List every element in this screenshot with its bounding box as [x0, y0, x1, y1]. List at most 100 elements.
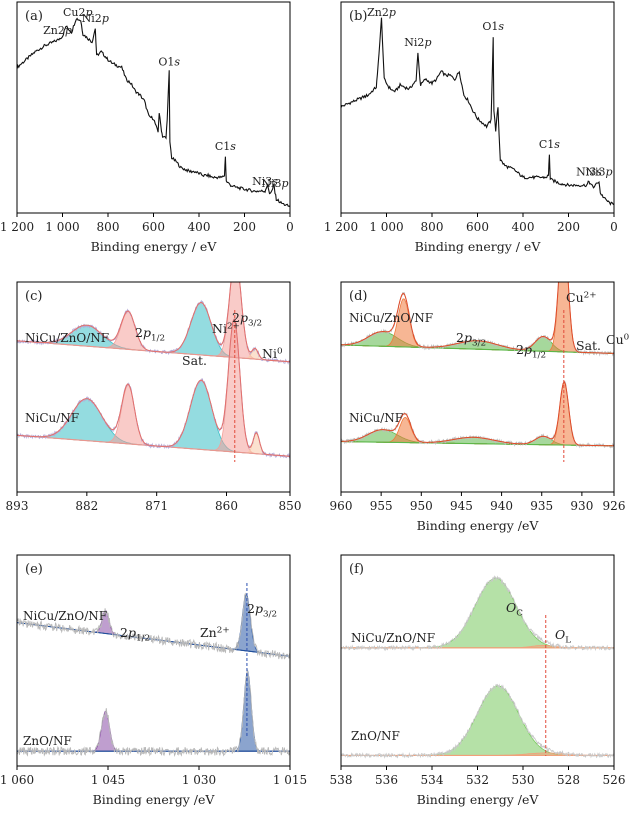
x-tick-label: 945 — [450, 499, 473, 513]
survey-spectrum — [341, 17, 614, 206]
series-znonf — [17, 668, 290, 758]
panel-label: (a) — [25, 9, 43, 24]
peak-label: 2p3/2 — [456, 330, 486, 349]
panel-c: 893 882 871 860 850 (c) NiCu/ZnO/NF NiCu/NF 2p1/… — [6, 281, 302, 513]
peak-annotation: C1s — [215, 140, 236, 153]
x-tick-label: 926 — [603, 499, 626, 513]
panel-f: 538 536 534 532 530 528 526 Binding energy /eV (… — [330, 554, 626, 807]
x-tick-label: 800 — [421, 220, 444, 234]
x-tick-label: 528 — [557, 773, 580, 787]
sample-label: ZnO/NF — [351, 729, 400, 743]
panel-b: 1 200 1 000 800 600 400 200 0 Binding energy / … — [324, 1, 618, 254]
raw-spectrum — [341, 575, 614, 652]
peak-label: OL — [555, 627, 571, 646]
peak-annotation: C1s — [539, 138, 560, 151]
x-tick-label: 526 — [603, 773, 626, 787]
component-peak — [341, 685, 614, 756]
peak-label: Sat. — [182, 353, 207, 368]
fit-envelope — [17, 282, 290, 363]
x-tick-label: 400 — [188, 220, 211, 234]
x-axis-label: Binding energy /eV — [417, 518, 540, 533]
x-tick-label: 1 200 — [324, 220, 358, 234]
panel-label: (d) — [349, 289, 367, 304]
series-nicuznonf — [341, 282, 614, 357]
survey-spectrum — [17, 17, 290, 208]
x-tick-label: 1 045 — [91, 773, 125, 787]
axes-frame — [340, 281, 615, 493]
x-tick-label: 0 — [610, 220, 618, 234]
peak-annotation: Ni3p — [585, 165, 612, 178]
plot-area — [341, 17, 614, 206]
peak-label: Cu0 — [606, 332, 629, 347]
sample-label: NiCu/ZnO/NF — [351, 631, 435, 645]
x-tick-label: 1 060 — [0, 773, 34, 787]
peak-annotation: O1s — [482, 20, 504, 33]
panel-label: (c) — [25, 289, 42, 304]
x-tick-label: 850 — [279, 499, 302, 513]
raw-spectrum — [17, 282, 290, 365]
panel-label: (f) — [349, 562, 364, 577]
x-tick-label: 935 — [530, 499, 553, 513]
x-tick-label: 530 — [512, 773, 535, 787]
x-tick-label: 534 — [421, 773, 444, 787]
x-tick-label: 800 — [97, 220, 120, 234]
series-znonf — [341, 683, 614, 759]
peak-annotation: O1s — [158, 55, 180, 68]
fit-envelope — [17, 317, 290, 457]
x-tick-label: 400 — [512, 220, 535, 234]
x-tick-label: 1 000 — [45, 220, 79, 234]
x-tick-label: 1 200 — [0, 220, 34, 234]
x-tick-label: 930 — [570, 499, 593, 513]
peak-label: Ni2+ — [212, 321, 240, 336]
plot-area — [17, 17, 290, 208]
plot-area — [341, 575, 614, 759]
peak-label: 2p1/2 — [516, 342, 546, 361]
x-tick-label: 860 — [215, 499, 238, 513]
axes-frame — [16, 281, 291, 493]
x-tick-label: 200 — [557, 220, 580, 234]
x-tick-label: 532 — [466, 773, 489, 787]
x-tick-label: 600 — [466, 220, 489, 234]
peak-label: Ni0 — [262, 346, 283, 361]
panel-d: 960 955 950 945 940 935 930 926 Binding energy /… — [330, 281, 629, 533]
peak-label: 2p3/2 — [232, 310, 262, 329]
x-axis-label: Binding energy / eV — [91, 239, 218, 254]
x-tick-label: 871 — [145, 499, 168, 513]
x-tick-label: 960 — [330, 499, 353, 513]
x-tick-label: 955 — [370, 499, 393, 513]
panel-label: (e) — [25, 562, 43, 577]
peak-annotation: Ni2p — [404, 36, 431, 49]
peak-label: 2p3/2 — [247, 601, 277, 620]
peak-annotation: Zn2p — [43, 24, 72, 37]
panel-e: 1 060 1 045 1 030 1 015 Binding energy /eV (e… — [0, 554, 307, 807]
x-axis-label: Binding energy /eV — [93, 792, 216, 807]
plot-area — [17, 282, 290, 462]
x-axis-label: Binding energy / eV — [415, 239, 542, 254]
plot-area — [341, 282, 614, 462]
panel-a: 1 200 1 000 800 600 400 200 0 Binding energy / … — [0, 1, 294, 254]
x-tick-label: 0 — [286, 220, 294, 234]
baseline — [341, 344, 614, 354]
x-tick-label: 950 — [410, 499, 433, 513]
raw-spectrum — [341, 683, 614, 759]
x-tick-label: 882 — [75, 499, 98, 513]
fit-envelope — [341, 380, 614, 447]
x-tick-label: 200 — [233, 220, 256, 234]
x-tick-label: 940 — [490, 499, 513, 513]
raw-spectrum — [17, 592, 290, 661]
peak-label: Sat. — [576, 338, 601, 353]
peak-annotation: Ni3p — [261, 177, 288, 190]
series-nicunf — [341, 380, 614, 449]
sample-label: NiCu/NF — [349, 411, 403, 425]
sample-label: NiCu/NF — [25, 411, 79, 425]
sample-label: NiCu/ZnO/NF — [349, 311, 433, 325]
x-tick-label: 538 — [330, 773, 353, 787]
peak-annotation: Ni3s — [576, 165, 602, 178]
peak-annotation: Zn2p — [367, 6, 396, 19]
axes-frame — [16, 554, 291, 767]
peak-label: 2p1/2 — [120, 625, 150, 644]
series-nicuznonf — [17, 282, 290, 365]
x-tick-label: 893 — [6, 499, 29, 513]
x-tick-label: 1 015 — [273, 773, 307, 787]
